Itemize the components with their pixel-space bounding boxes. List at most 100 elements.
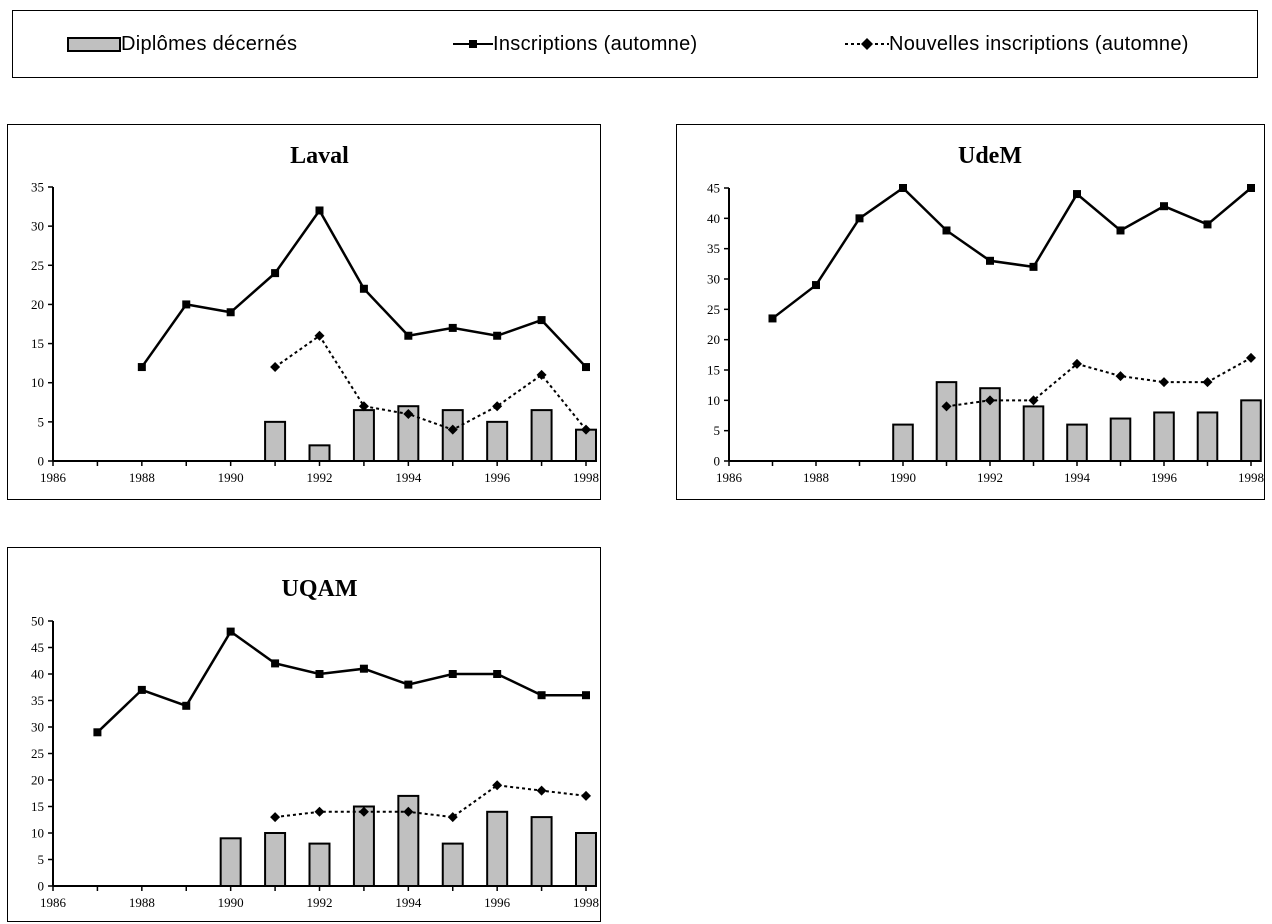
x-tick-label: 1998 <box>573 470 599 485</box>
point-enrollments-1997 <box>1203 220 1212 229</box>
point-new-enrollments-1994 <box>403 409 414 420</box>
point-enrollments-1993 <box>359 664 368 673</box>
point-enrollments-1993 <box>1029 262 1038 271</box>
legend-label-new-enrollments: Nouvelles inscriptions (automne) <box>889 32 1189 55</box>
x-tick-label: 1992 <box>307 470 333 485</box>
x-tick-label: 1996 <box>484 895 511 910</box>
y-tick-label: 25 <box>31 746 44 761</box>
bar-degrees-1991 <box>264 420 287 463</box>
y-tick-label: 15 <box>707 363 720 378</box>
point-new-enrollments-1995 <box>447 812 458 823</box>
point-new-enrollments-1996 <box>492 401 503 412</box>
point-enrollments-1990 <box>226 308 235 317</box>
point-new-enrollments-1992 <box>314 330 325 341</box>
x-tick-label: 1998 <box>1238 470 1264 485</box>
legend-item-degrees: Diplômes décernés <box>67 11 297 77</box>
y-tick-label: 50 <box>31 614 44 629</box>
bar-degrees-1994 <box>1066 423 1088 463</box>
chart-panel-uqam: UQAM 0 5 10 15 20 25 30 35 40 45 50 1986 1988 1990 1992… <box>7 547 601 922</box>
chart-panel-laval: Laval 0 5 10 15 20 25 30 35 1986 1988 1990 1992 1994 1… <box>7 124 601 500</box>
point-enrollments-1987 <box>768 314 777 323</box>
point-new-enrollments-1994 <box>1072 358 1082 369</box>
bar-swatch-icon <box>67 37 121 52</box>
x-tick-label: 1990 <box>218 895 244 910</box>
chart-title: UQAM <box>282 576 358 602</box>
legend-item-enrollments: Inscriptions (automne) <box>453 11 697 77</box>
y-tick-label: 5 <box>38 414 45 429</box>
point-enrollments-1996 <box>493 670 502 678</box>
line-enrollments <box>771 186 1252 320</box>
bar-degrees-1991 <box>935 381 958 462</box>
point-enrollments-1996 <box>493 331 502 340</box>
legend-label-enrollments: Inscriptions (automne) <box>493 32 698 55</box>
point-new-enrollments-1992 <box>314 806 325 817</box>
point-enrollments-1988 <box>812 281 820 290</box>
x-tick-label: 1990 <box>890 470 916 485</box>
y-tick-label: 40 <box>707 211 720 226</box>
point-enrollments-1998 <box>1247 184 1255 192</box>
y-tick-label: 0 <box>38 879 45 894</box>
x-tick-label: 1988 <box>129 895 155 910</box>
line-new-enrollments <box>274 784 587 819</box>
point-enrollments-1994 <box>404 680 413 689</box>
y-tick-label: 10 <box>31 826 44 841</box>
y-tick-label: 35 <box>31 693 44 708</box>
bar-degrees-1996 <box>1153 411 1175 463</box>
x-tick-label: 1996 <box>484 470 511 485</box>
chart-laval: Laval 0 5 10 15 20 25 30 35 1986 1988 1990 1992 1994 1… <box>31 143 599 485</box>
y-tick-label: 5 <box>714 423 721 438</box>
legend: Diplômes décernés Inscriptions (automne)… <box>12 10 1258 78</box>
point-enrollments-1988 <box>137 363 146 372</box>
bar-degrees-1996 <box>486 420 509 463</box>
point-enrollments-1987 <box>93 728 102 737</box>
bar-degrees-1995 <box>441 842 464 888</box>
bar-degrees-1991 <box>264 832 287 887</box>
point-enrollments-1988 <box>137 685 146 694</box>
point-new-enrollments-1997 <box>536 785 547 796</box>
point-new-enrollments-1995 <box>447 424 458 435</box>
x-tick-label: 1992 <box>307 895 333 910</box>
point-new-enrollments-1997 <box>536 369 547 380</box>
bar-degrees-1997 <box>530 816 553 888</box>
point-enrollments-1997 <box>537 316 546 325</box>
y-tick-label: 5 <box>38 852 45 867</box>
point-enrollments-1996 <box>1160 202 1168 211</box>
y-tick-label: 30 <box>707 272 720 287</box>
point-enrollments-1993 <box>359 284 368 293</box>
chart-title: UdeM <box>958 143 1022 169</box>
y-tick-label: 0 <box>38 454 45 469</box>
bar-degrees-1993 <box>1022 405 1045 462</box>
point-enrollments-1997 <box>537 691 546 700</box>
bar-degrees-1996 <box>486 810 509 887</box>
point-enrollments-1994 <box>1073 190 1081 199</box>
x-tick-label: 1998 <box>573 895 599 910</box>
point-new-enrollments-1996 <box>1159 377 1169 388</box>
y-tick-label: 45 <box>707 181 720 196</box>
x-tick-label: 1994 <box>1064 470 1091 485</box>
y-tick-label: 30 <box>31 720 44 735</box>
y-tick-label: 30 <box>31 219 44 234</box>
point-new-enrollments-1993 <box>358 806 369 817</box>
line-enrollments <box>96 629 586 734</box>
line-new-enrollments <box>274 334 587 431</box>
legend-item-new-enrollments: Nouvelles inscriptions (automne) <box>845 11 1189 77</box>
point-enrollments-1998 <box>582 691 590 700</box>
point-enrollments-1989 <box>182 701 191 710</box>
bar-degrees-1997 <box>530 409 553 463</box>
y-tick-label: 15 <box>31 336 44 351</box>
point-enrollments-1992 <box>315 206 324 215</box>
point-new-enrollments-1997 <box>1202 377 1213 388</box>
y-tick-label: 35 <box>707 241 720 256</box>
point-enrollments-1992 <box>986 256 994 265</box>
bar-degrees-1994 <box>397 794 420 887</box>
y-tick-label: 25 <box>707 302 720 317</box>
y-tick-label: 45 <box>31 640 44 655</box>
point-enrollments-1991 <box>942 226 951 235</box>
point-new-enrollments-1994 <box>403 806 414 817</box>
y-tick-label: 0 <box>714 454 721 469</box>
y-tick-label: 20 <box>31 297 44 312</box>
chart-title: Laval <box>290 143 349 169</box>
x-tick-label: 1992 <box>977 470 1003 485</box>
y-tick-label: 20 <box>707 332 720 347</box>
bar-degrees-1993 <box>352 409 375 463</box>
